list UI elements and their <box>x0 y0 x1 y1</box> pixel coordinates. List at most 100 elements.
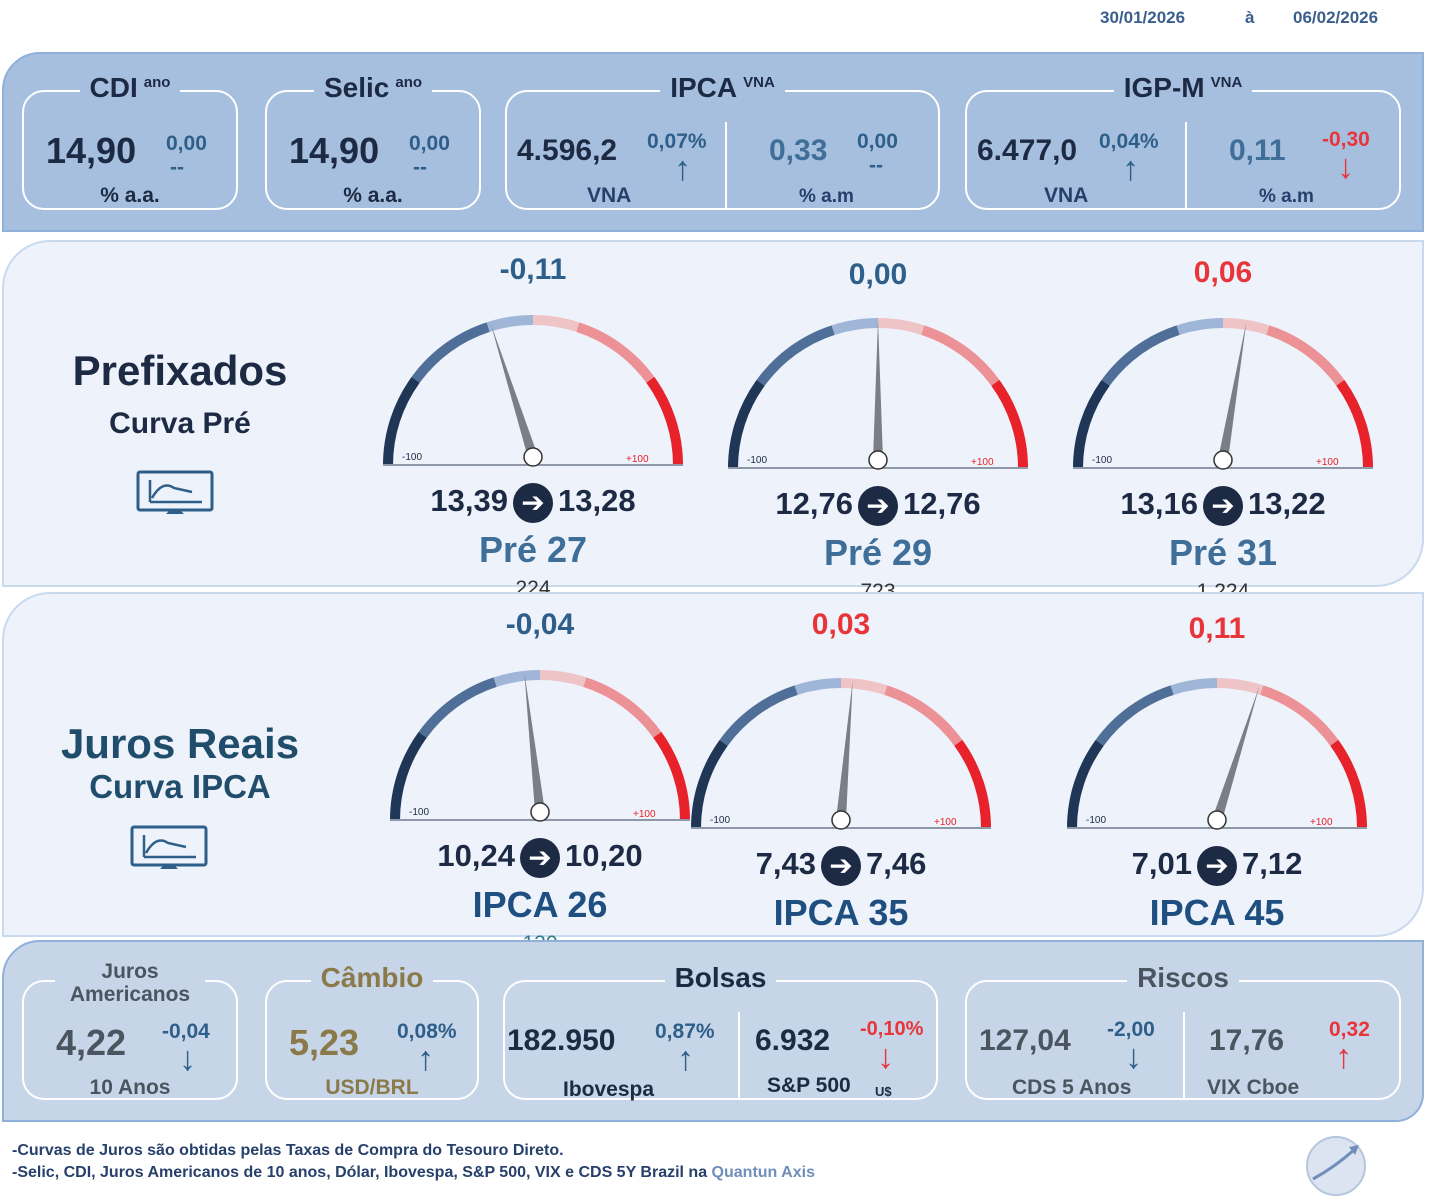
ibovespa-change: 0,87% <box>655 1020 715 1043</box>
gauge-min-label: -100 <box>747 455 767 466</box>
gauge-hub <box>1213 450 1233 470</box>
cds-change: -2,00 <box>1107 1018 1155 1041</box>
gauge-needle <box>490 323 538 459</box>
cambio-change: 0,08% <box>397 1020 457 1043</box>
prefixados-panel <box>2 240 1424 587</box>
arrow-down-icon: ↓ <box>1125 1038 1142 1076</box>
gauge-arc-segment <box>1073 379 1110 469</box>
vix-label: VIX Cboe <box>1207 1076 1300 1099</box>
ipca-monthly: 0,33 <box>769 134 828 167</box>
sp500-change: -0,10% <box>860 1018 924 1040</box>
gauge-max-label: +100 <box>626 454 649 465</box>
gauge-needle <box>524 672 545 813</box>
gauge-dial: -100 +100 <box>390 670 690 822</box>
gauge-arc-segment <box>719 685 798 746</box>
juros-reais-title: Juros Reais <box>60 720 300 767</box>
juros-americanos-card: Juros Americanos 4,22 -0,04 ↓ 10 Anos <box>22 960 238 1100</box>
rate-to: 7,46 <box>866 846 927 881</box>
ipca-monthly-trend: -- <box>869 154 883 177</box>
ipca-monthly-unit: % a.m <box>799 186 854 207</box>
gauge-arc-segment <box>877 318 925 335</box>
gauge-arc-segment <box>921 325 1000 386</box>
gauge-arc-segment <box>1176 318 1224 335</box>
gauge-max-label: +100 <box>1316 457 1339 468</box>
divider <box>1183 1012 1185 1100</box>
gauge-min-label: -100 <box>409 807 429 818</box>
gauge-dial: -100 +100 <box>691 678 991 830</box>
arrow-up-icon: ↑ <box>417 1040 434 1078</box>
cdi-card: CDI ano 14,90 0,00 -- % a.a. <box>22 72 238 210</box>
gauge-arc-segment <box>383 376 420 466</box>
gauge-arc-segment <box>583 677 662 738</box>
igpm-monthly-unit: % a.m <box>1259 186 1314 207</box>
arrow-up-icon: ↑ <box>1335 1038 1352 1076</box>
gauge-arc-segment <box>653 731 690 821</box>
arrow-right-icon: ➔ <box>513 483 553 523</box>
prefixados-title: Prefixados <box>72 347 288 394</box>
gauge-min-label: -100 <box>1092 455 1112 466</box>
divider <box>1185 122 1187 210</box>
cambio-value: 5,23 <box>289 1022 360 1063</box>
gauge-arc-segment <box>1222 318 1270 335</box>
rate-to: 13,28 <box>558 483 636 518</box>
selic-title: Selic <box>323 72 390 103</box>
arrow-up-icon: ↑ <box>674 150 691 188</box>
monitor-chart-icon <box>136 470 214 514</box>
arrow-up-icon: ↑ <box>1122 150 1139 188</box>
igpm-vna-change: 0,04% <box>1099 130 1159 153</box>
rate-from: 7,01 <box>1131 846 1192 881</box>
rate-to: 10,20 <box>565 838 643 873</box>
cds-value: 127,04 <box>979 1024 1071 1057</box>
date-separator: à <box>1245 8 1255 27</box>
prefixados-subtitle: Curva Pré <box>109 407 251 440</box>
divider <box>725 122 727 210</box>
gauge-hub <box>868 450 888 470</box>
gauge-arc-segment <box>1216 678 1264 695</box>
sp500-label: S&P 500 <box>767 1074 851 1097</box>
rate-from: 10,24 <box>437 838 515 873</box>
rate-to: 12,76 <box>903 486 981 521</box>
gauge-delta: 0,11 <box>1188 612 1246 645</box>
riscos-card: Riscos 127,04 -2,00 ↓ CDS 5 Anos 17,76 0… <box>965 962 1401 1100</box>
ipca-title: IPCA <box>670 72 738 103</box>
gauge-delta: 0,06 <box>1193 256 1253 289</box>
ipca-vna-label: VNA <box>587 184 632 207</box>
gauge-arc-segment <box>1260 685 1339 746</box>
gauge-arc-segment <box>840 678 888 695</box>
selic-change: 0,00 <box>409 132 450 155</box>
gauge-hub <box>1207 810 1227 830</box>
arrow-right-icon: ➔ <box>821 846 861 886</box>
gauge-max-label: +100 <box>633 809 656 820</box>
gauge-arc-segment <box>884 685 963 746</box>
cdi-sup: ano <box>143 73 171 91</box>
gauge-arc-segment <box>576 322 655 383</box>
gauge-arc-segment <box>1336 379 1373 469</box>
ipca-vna-change: 0,07% <box>647 130 707 153</box>
gauge-arc-segment <box>646 376 683 466</box>
bond-name: Pré 29 <box>823 532 933 573</box>
gauge-max-label: +100 <box>934 817 957 828</box>
igpm-monthly: 0,11 <box>1229 134 1286 167</box>
riscos-title: Riscos <box>1127 962 1239 993</box>
juros-americanos-change: -0,04 <box>162 1020 210 1043</box>
gauge-max-label: +100 <box>971 457 994 468</box>
gauge-arc-segment <box>954 739 991 829</box>
gauge-arc-segment <box>411 322 490 383</box>
ipca-sup: VNA <box>743 73 775 91</box>
rate-to: 7,12 <box>1242 846 1303 881</box>
gauge-arc-segment <box>418 677 497 738</box>
arrow-right-icon: ➔ <box>1197 846 1237 886</box>
logo-icon <box>1306 1136 1366 1196</box>
igpm-title: IGP-M <box>1123 72 1205 103</box>
igpm-monthly-change: -0,30 <box>1322 128 1370 151</box>
footer-source: Quantun Axis <box>711 1164 815 1181</box>
selic-trend: -- <box>413 156 427 179</box>
ipca-monthly-change: 0,00 <box>857 130 898 153</box>
gauge-min-label: -100 <box>402 452 422 463</box>
gauge-rate-row: 10,24 ➔ 10,20 <box>375 838 705 878</box>
divider <box>738 1012 740 1100</box>
cdi-value: 14,90 <box>46 130 137 171</box>
